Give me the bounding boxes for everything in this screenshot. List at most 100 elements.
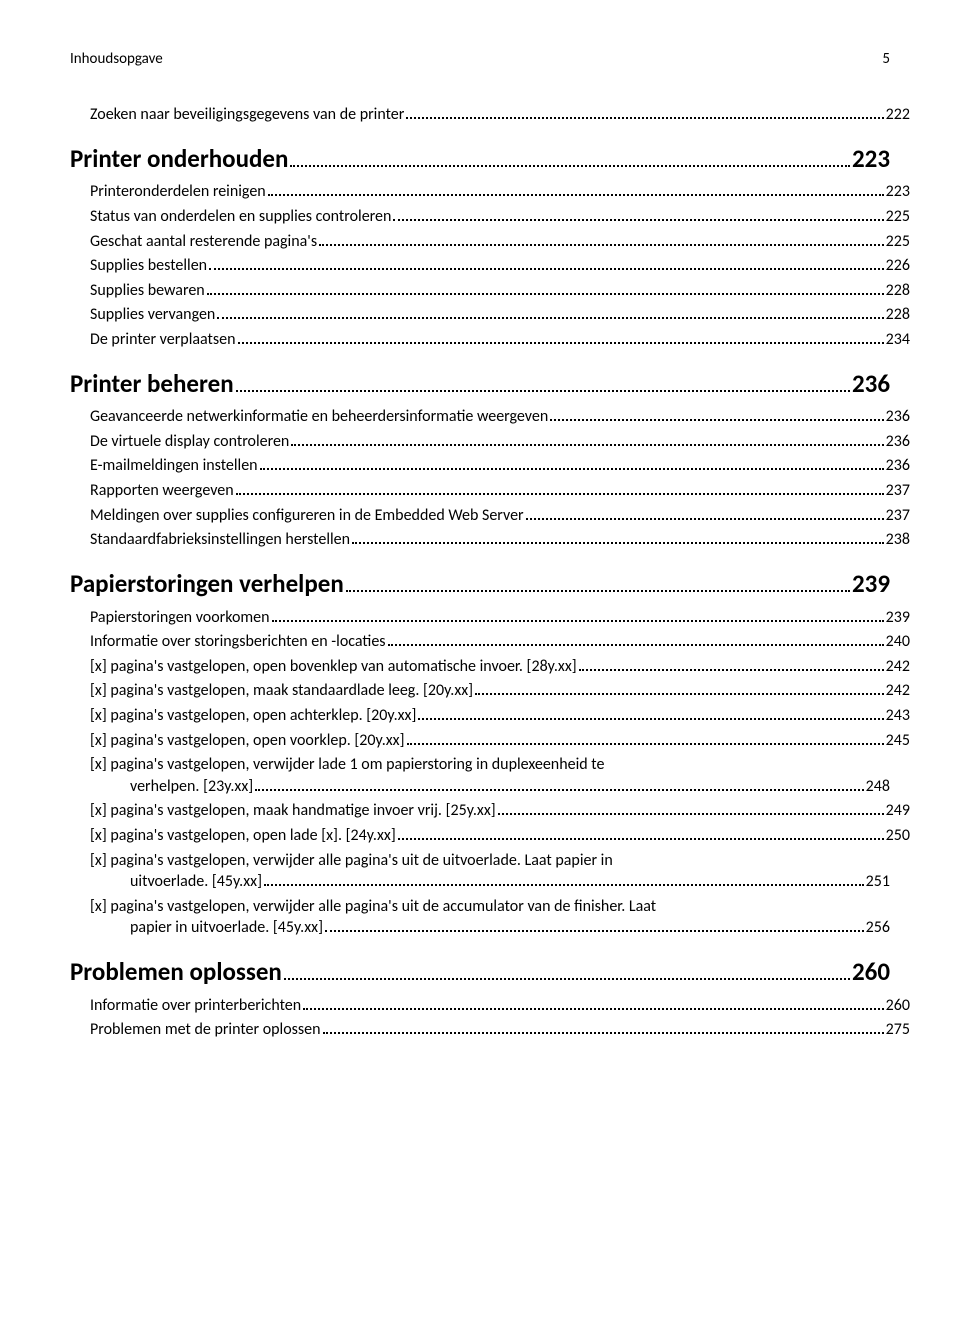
toc-page-number: 243 <box>886 705 910 727</box>
toc-label: [x] pagina's vastgelopen, verwijder lade… <box>90 755 604 774</box>
toc-label: Rapporten weergeven <box>90 480 234 502</box>
toc-page-number: 236 <box>886 455 910 477</box>
toc-label: Informatie over storingsberichten en -lo… <box>90 631 386 653</box>
toc-label: [x] pagina's vastgelopen, open bovenklep… <box>90 656 577 678</box>
toc-leader-dots <box>290 144 850 167</box>
toc-entry: [x] pagina's vastgelopen, verwijder lade… <box>90 754 890 776</box>
toc-page-number: 242 <box>886 680 910 702</box>
toc-page-number: 249 <box>886 800 910 822</box>
toc-label: Supplies bewaren <box>90 280 205 302</box>
toc-entry: Papierstoringen voorkomen 239 <box>90 607 910 629</box>
toc-page-number: 223 <box>852 142 890 176</box>
toc-page-number: 240 <box>886 631 910 653</box>
toc-entry: De printer verplaatsen 234 <box>90 329 910 351</box>
toc-label: [x] pagina's vastgelopen, verwijder alle… <box>90 851 613 870</box>
toc-page-number: 225 <box>886 206 910 228</box>
toc-leader-dots <box>498 801 884 815</box>
toc-label: Status van onderdelen en supplies contro… <box>90 206 391 228</box>
toc-entry: Zoeken naar beveiligingsgegevens van de … <box>90 104 910 126</box>
toc-label: verhelpen. [23y.xx] <box>130 776 253 798</box>
toc-page-number: 223 <box>886 181 910 203</box>
toc-label: Meldingen over supplies configureren in … <box>90 505 524 527</box>
toc-label: papier in uitvoerlade. [45y.xx] <box>130 917 323 939</box>
toc-label: De printer verplaatsen <box>90 329 236 351</box>
toc-leader-dots <box>406 105 883 119</box>
toc-entry-continuation: papier in uitvoerlade. [45y.xx] 256 <box>130 917 890 939</box>
toc-page-number: 236 <box>852 367 890 401</box>
toc-label: [x] pagina's vastgelopen, open lade [x].… <box>90 825 396 847</box>
toc-entry: Supplies bewaren 228 <box>90 280 910 302</box>
toc-leader-dots <box>398 826 884 840</box>
toc-leader-dots <box>255 776 863 790</box>
toc-entry: [x] pagina's vastgelopen, open achterkle… <box>90 705 910 727</box>
toc-label: Geschat aantal resterende pagina's <box>90 231 317 253</box>
toc-leader-dots <box>319 231 884 245</box>
toc-section-heading: Printer beheren236 <box>70 367 890 401</box>
toc-entry-continuation: uitvoerlade. [45y.xx]251 <box>130 871 890 893</box>
toc-entry: Geavanceerde netwerkinformatie en beheer… <box>90 406 910 428</box>
toc-leader-dots <box>264 872 864 886</box>
toc-page-number: 250 <box>886 825 910 847</box>
toc-page-number: 260 <box>886 995 910 1017</box>
toc-page-number: 228 <box>886 304 910 326</box>
toc-label: Papierstoringen verhelpen <box>70 567 344 601</box>
toc-leader-dots <box>236 481 884 495</box>
toc-entry: [x] pagina's vastgelopen, verwijder alle… <box>90 896 890 918</box>
toc-page-number: 248 <box>866 776 890 798</box>
toc-entry: Geschat aantal resterende pagina's 225 <box>90 231 910 253</box>
toc-leader-dots <box>388 632 884 646</box>
toc-leader-dots <box>207 280 884 294</box>
toc-leader-dots <box>209 256 884 270</box>
toc-page-number: 228 <box>886 280 910 302</box>
toc-label: [x] pagina's vastgelopen, open achterkle… <box>90 705 416 727</box>
toc-entry: [x] pagina's vastgelopen, open bovenklep… <box>90 656 910 678</box>
toc-leader-dots <box>475 681 884 695</box>
toc-page-number: 222 <box>886 104 910 126</box>
toc-label: Problemen met de printer oplossen <box>90 1019 321 1041</box>
header-page-number: 5 <box>882 50 890 68</box>
toc-entry: [x] pagina's vastgelopen, open voorklep.… <box>90 730 910 752</box>
toc-entry: Status van onderdelen en supplies contro… <box>90 206 910 228</box>
toc-entry: Supplies bestellen226 <box>90 255 910 277</box>
toc-page-number: 256 <box>866 917 890 939</box>
toc-page-number: 260 <box>852 955 890 989</box>
toc-page-number: 245 <box>886 730 910 752</box>
toc-page-number: 225 <box>886 231 910 253</box>
toc-section-heading: Printer onderhouden 223 <box>70 142 890 176</box>
toc-label: Printeronderdelen reinigen <box>90 181 266 203</box>
toc-leader-dots <box>352 530 884 544</box>
toc-leader-dots <box>393 207 883 221</box>
toc-leader-dots <box>526 505 884 519</box>
toc-page-number: 239 <box>886 607 910 629</box>
toc-label: [x] pagina's vastgelopen, verwijder alle… <box>90 897 656 916</box>
toc-leader-dots <box>579 656 884 670</box>
toc-entry: Informatie over printerberichten260 <box>90 995 910 1017</box>
toc-leader-dots <box>272 607 884 621</box>
toc-page-number: 236 <box>886 431 910 453</box>
header-title: Inhoudsopgave <box>70 50 163 68</box>
toc-label: E-mailmeldingen instellen <box>90 455 258 477</box>
toc-label: [x] pagina's vastgelopen, open voorklep.… <box>90 730 405 752</box>
table-of-contents: Zoeken naar beveiligingsgegevens van de … <box>70 104 890 1041</box>
toc-label: Geavanceerde netwerkinformatie en beheer… <box>90 406 548 428</box>
toc-entry: Printeronderdelen reinigen 223 <box>90 181 910 203</box>
toc-leader-dots <box>418 706 883 720</box>
toc-entry: E-mailmeldingen instellen 236 <box>90 455 910 477</box>
toc-page-number: 251 <box>866 871 890 893</box>
toc-leader-dots <box>217 305 883 319</box>
toc-page-number: 234 <box>886 329 910 351</box>
toc-label: Standaardfabrieksinstellingen herstellen <box>90 529 350 551</box>
toc-label: Supplies vervangen <box>90 304 215 326</box>
toc-leader-dots <box>323 1020 884 1034</box>
toc-entry: Supplies vervangen 228 <box>90 304 910 326</box>
toc-leader-dots <box>260 456 884 470</box>
toc-label: Printer onderhouden <box>70 142 288 176</box>
toc-label: Papierstoringen voorkomen <box>90 607 270 629</box>
toc-leader-dots <box>238 330 884 344</box>
toc-label: Supplies bestellen <box>90 255 207 277</box>
toc-entry: Informatie over storingsberichten en -lo… <box>90 631 910 653</box>
toc-leader-dots <box>284 957 850 980</box>
toc-leader-dots <box>236 369 850 392</box>
toc-entry: Rapporten weergeven237 <box>90 480 910 502</box>
toc-section-heading: Problemen oplossen260 <box>70 955 890 989</box>
